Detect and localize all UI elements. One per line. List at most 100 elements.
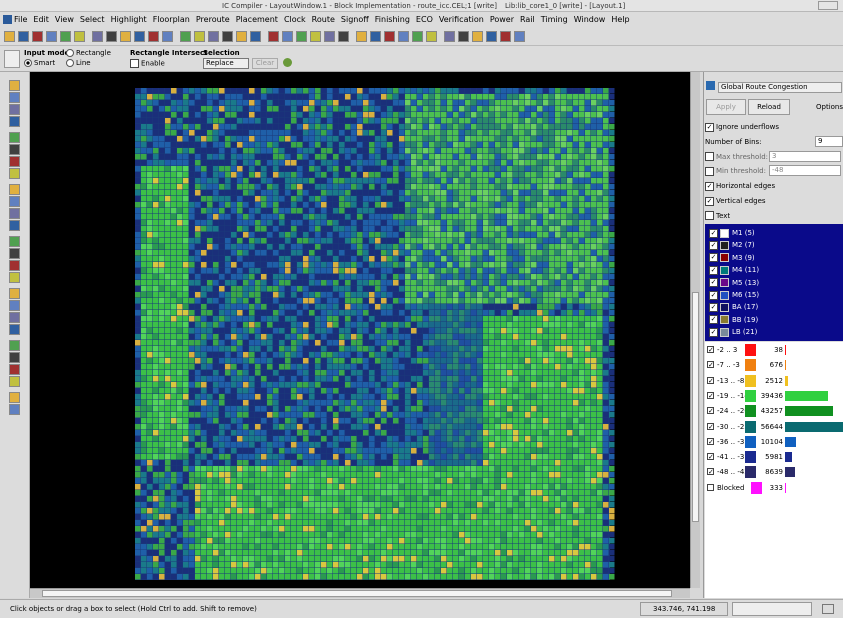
tool-icon[interactable] <box>9 144 20 155</box>
tool-icon[interactable] <box>9 168 20 179</box>
tool-icon[interactable] <box>9 376 20 387</box>
tool-icon[interactable] <box>9 92 20 103</box>
line-radio[interactable]: Line <box>66 59 91 67</box>
congestion-cell <box>339 310 345 316</box>
toolbar-icon[interactable] <box>500 31 511 42</box>
tool-icon[interactable] <box>9 352 20 363</box>
tool-icon[interactable] <box>9 272 20 283</box>
menu-item[interactable]: Placement <box>236 15 278 24</box>
menu-item[interactable]: Rail <box>520 15 535 24</box>
toolbar-icon[interactable] <box>324 31 335 42</box>
menu-item[interactable]: Help <box>611 15 629 24</box>
toolbar-icon[interactable] <box>92 31 103 42</box>
menu-item[interactable]: Power <box>490 15 514 24</box>
toolbar-icon[interactable] <box>60 31 71 42</box>
tool-icon[interactable] <box>9 80 20 91</box>
help-icon[interactable] <box>283 58 292 67</box>
tool-icon[interactable] <box>9 156 20 167</box>
enable-checkbox[interactable]: Enable <box>130 59 165 68</box>
congestion-cell <box>477 190 483 196</box>
toolbar-icon[interactable] <box>18 31 29 42</box>
menu-item[interactable]: Select <box>80 15 105 24</box>
toolbar-icon[interactable] <box>120 31 131 42</box>
toolbar-icon[interactable] <box>236 31 247 42</box>
toolbar-icon[interactable] <box>282 31 293 42</box>
menu-item[interactable]: Window <box>574 15 606 24</box>
selection-dropdown[interactable]: Replace <box>203 58 249 69</box>
menu-item[interactable]: Edit <box>33 15 49 24</box>
toolbar-icon[interactable] <box>486 31 497 42</box>
clear-button[interactable]: Clear <box>252 58 278 69</box>
menu-item[interactable]: ECO <box>416 15 433 24</box>
toolbar-icon[interactable] <box>46 31 57 42</box>
tool-icon[interactable] <box>9 288 20 299</box>
congestion-cell <box>555 436 561 442</box>
toolbar-icon[interactable] <box>444 31 455 42</box>
toolbar-icon[interactable] <box>398 31 409 42</box>
toolbar-icon[interactable] <box>472 31 483 42</box>
toolbar-icon[interactable] <box>458 31 469 42</box>
tool-icon[interactable] <box>9 364 20 375</box>
tool-icon[interactable] <box>9 236 20 247</box>
menu-item[interactable]: Signoff <box>341 15 369 24</box>
window-controls[interactable] <box>818 1 838 10</box>
toolbar-icon[interactable] <box>134 31 145 42</box>
select-tool[interactable] <box>4 50 20 68</box>
menu-item[interactable]: View <box>55 15 74 24</box>
tool-icon[interactable] <box>9 104 20 115</box>
toolbar-icon[interactable] <box>180 31 191 42</box>
toolbar-icon[interactable] <box>296 31 307 42</box>
tool-icon[interactable] <box>9 324 20 335</box>
tool-icon[interactable] <box>9 392 20 403</box>
menu-item[interactable]: Finishing <box>375 15 410 24</box>
congestion-cell <box>387 154 393 160</box>
tool-icon[interactable] <box>9 312 20 323</box>
tool-icon[interactable] <box>9 404 20 415</box>
congestion-cell <box>477 436 483 442</box>
toolbar-icon[interactable] <box>514 31 525 42</box>
toolbar-icon[interactable] <box>162 31 173 42</box>
toolbar-icon[interactable] <box>356 31 367 42</box>
toolbar-icon[interactable] <box>384 31 395 42</box>
toolbar-icon[interactable] <box>148 31 159 42</box>
menu-item[interactable]: Timing <box>541 15 568 24</box>
tool-icon[interactable] <box>9 300 20 311</box>
tool-icon[interactable] <box>9 208 20 219</box>
smart-radio[interactable]: Smart <box>24 59 55 67</box>
tool-icon[interactable] <box>9 184 20 195</box>
toolbar-icon[interactable] <box>4 31 15 42</box>
menu-item[interactable]: Highlight <box>111 15 147 24</box>
toolbar-icon[interactable] <box>338 31 349 42</box>
congestion-cell <box>387 106 393 112</box>
toolbar-icon[interactable] <box>74 31 85 42</box>
menu-item[interactable]: Floorplan <box>153 15 190 24</box>
layout-canvas[interactable] <box>30 72 690 588</box>
menu-item[interactable]: Clock <box>284 15 306 24</box>
menu-item[interactable]: Preroute <box>196 15 230 24</box>
menu-item[interactable]: Route <box>312 15 335 24</box>
tool-icon[interactable] <box>9 132 20 143</box>
rectangle-radio[interactable]: Rectangle <box>66 49 111 57</box>
toolbar-icon[interactable] <box>412 31 423 42</box>
toolbar-icon[interactable] <box>370 31 381 42</box>
tool-icon[interactable] <box>9 116 20 127</box>
congestion-cell <box>315 304 321 310</box>
toolbar-icon[interactable] <box>194 31 205 42</box>
toolbar-icon[interactable] <box>208 31 219 42</box>
congestion-cell <box>477 178 483 184</box>
toolbar-icon[interactable] <box>222 31 233 42</box>
toolbar-icon[interactable] <box>32 31 43 42</box>
congestion-cell <box>147 418 153 424</box>
toolbar-icon[interactable] <box>426 31 437 42</box>
toolbar-icon[interactable] <box>106 31 117 42</box>
toolbar-icon[interactable] <box>268 31 279 42</box>
menu-item[interactable]: File <box>14 15 27 24</box>
tool-icon[interactable] <box>9 220 20 231</box>
toolbar-icon[interactable] <box>250 31 261 42</box>
tool-icon[interactable] <box>9 196 20 207</box>
tool-icon[interactable] <box>9 248 20 259</box>
menu-item[interactable]: Verification <box>439 15 484 24</box>
tool-icon[interactable] <box>9 340 20 351</box>
tool-icon[interactable] <box>9 260 20 271</box>
toolbar-icon[interactable] <box>310 31 321 42</box>
